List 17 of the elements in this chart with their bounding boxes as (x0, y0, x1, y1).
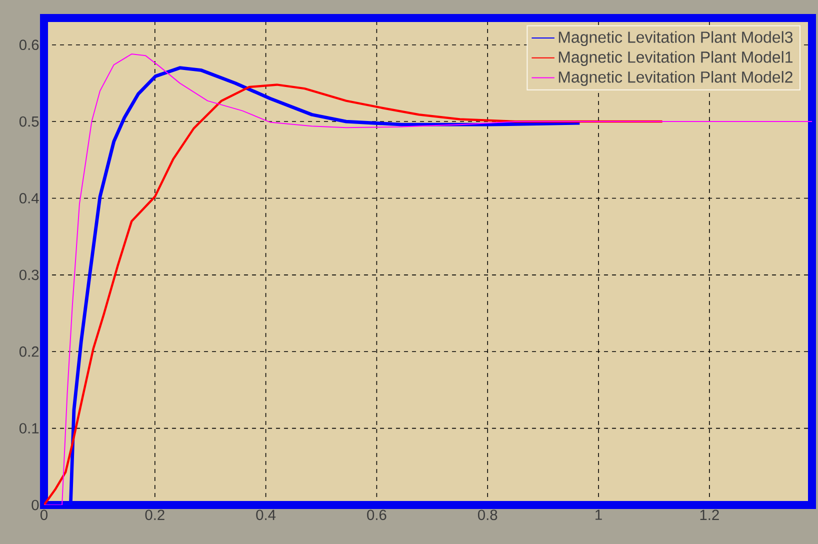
y-tick-label: 0.6 (19, 40, 39, 50)
x-tick-label: 0.6 (367, 510, 386, 520)
legend-label: Magnetic Levitation Plant Model3 (558, 31, 793, 46)
y-tick-label: 0.3 (19, 270, 39, 280)
x-tick-label: 0 (40, 510, 48, 520)
legend-label: Magnetic Levitation Plant Model1 (558, 51, 792, 66)
x-tick-label: 0.4 (256, 510, 276, 520)
y-tick-label: 0 (32, 500, 39, 510)
x-tick-label: 1.2 (700, 510, 719, 520)
y-tick-label: 0.5 (19, 116, 39, 127)
y-tick-label: 0.1 (19, 423, 39, 434)
x-tick-label: 0.2 (145, 510, 164, 520)
y-tick-label: 0.4 (19, 193, 39, 204)
x-tick-label: 0.8 (478, 510, 498, 520)
legend-label: Magnetic Levitation Plant Model2 (558, 71, 792, 86)
x-tick-label: 1 (596, 510, 602, 520)
y-tick-label: 0.2 (19, 346, 39, 357)
